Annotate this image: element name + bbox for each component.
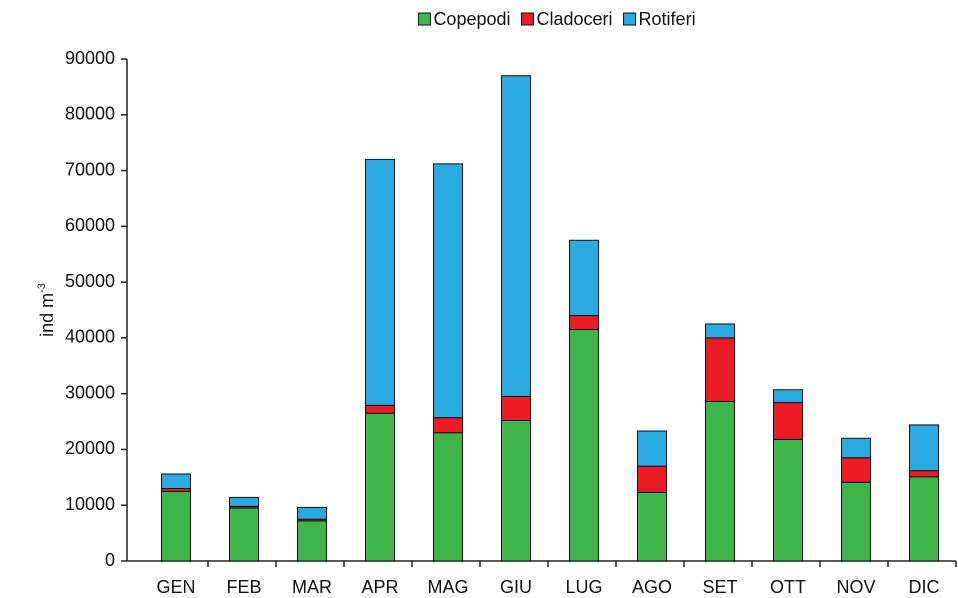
legend-swatch [521,12,534,26]
bar-segment [909,424,939,472]
bar-segment [501,419,531,562]
bar-segment [365,412,395,562]
bar-segment [705,337,735,402]
bar-segment [161,473,191,489]
legend-swatch [417,12,431,26]
bar-segment [365,158,395,406]
bar-segment [433,432,463,562]
bar-segment [637,465,667,493]
y-tick-label: 40000 [65,327,115,347]
x-tick-label: APR [361,577,398,597]
y-tick-label: 30000 [65,382,115,402]
bar-segment [297,520,327,562]
bar-segment [705,323,735,339]
y-tick-label: 20000 [65,438,115,458]
bar-segment [773,438,803,562]
bar-segment [841,457,871,483]
x-tick-label: NOV [836,577,875,597]
bar-segment [161,490,191,562]
y-label-sup: -3 [36,283,48,293]
x-tick-label: SET [702,577,737,597]
x-tick-label: MAG [427,577,468,597]
x-tick-label: LUG [565,577,602,597]
y-tick-label: 60000 [65,215,115,235]
bar-segment [365,404,395,414]
x-tick-label: GIU [500,577,532,597]
bar-segment [569,315,599,331]
bar-segment [569,239,599,317]
y-tick-label: 90000 [65,48,115,68]
y-tick-label: 70000 [65,159,115,179]
y-tick-label: 10000 [65,494,115,514]
y-axis-label: ind m-3 [36,283,57,337]
legend-swatch [623,12,637,26]
y-label-text: ind m [37,293,57,337]
bar-segment [433,163,463,419]
x-tick-label: OTT [770,577,806,597]
bar-segment [637,491,667,562]
bar-segment [773,389,803,404]
y-tick-label: 0 [105,550,115,570]
bar-segment [501,75,531,397]
x-tick-label: GEN [156,577,195,597]
bar-segment [909,470,939,478]
bar-segment [229,507,259,562]
y-tick-label: 50000 [65,271,115,291]
bar-segment [501,395,531,421]
x-tick-label: MAR [292,577,332,597]
legend-label: Rotiferi [639,9,696,29]
bar-segment [229,496,259,507]
bar-segment [433,417,463,434]
bar-segment [637,430,667,467]
bar-segment [841,481,871,562]
bar-segment [705,400,735,562]
bar-segment [909,476,939,562]
legend-label: Cladoceri [537,9,613,29]
x-tick-label: DIC [909,577,940,597]
legend-label: Copepodi [433,9,510,29]
bar-segment [297,506,327,520]
x-tick-label: FEB [226,577,261,597]
x-tick-label: AGO [632,577,672,597]
bar-segment [841,437,871,459]
bar-segment [569,329,599,562]
bar-segment [773,402,803,440]
y-tick-label: 80000 [65,104,115,124]
